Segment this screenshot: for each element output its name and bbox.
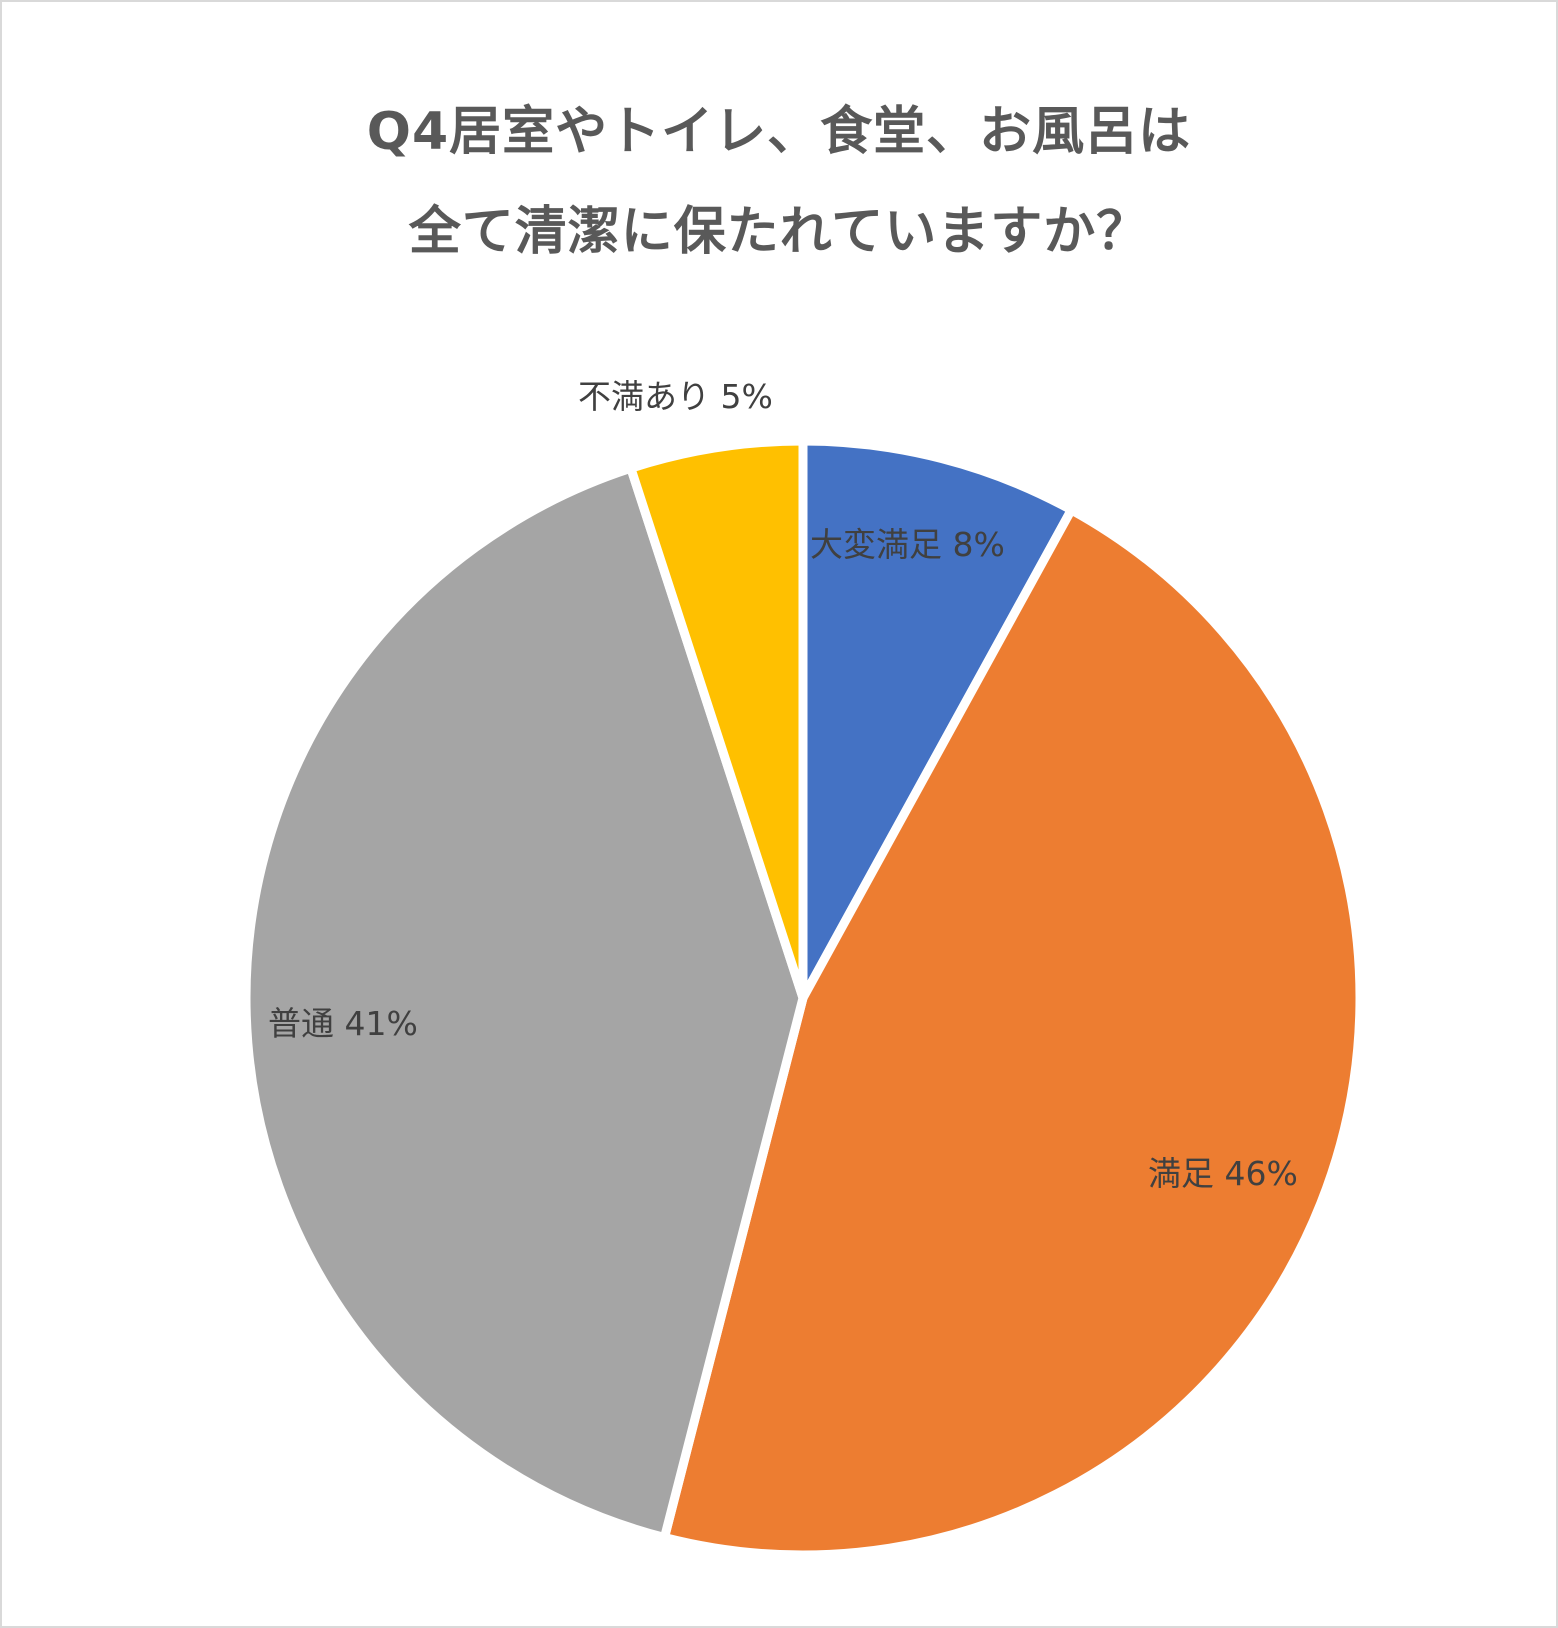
pie-slice-2 [659, 505, 1365, 1560]
slice-label-1: 大変満足 8% [810, 525, 1005, 564]
pie-slice-4 [626, 436, 808, 1003]
pie-slice-1 [798, 436, 1076, 1003]
pie-labels: 大変満足 8% 満足 46% 普通 41% 不満あり 5% [268, 377, 1298, 1193]
slice-label-3: 普通 41% [268, 1004, 418, 1043]
slice-label-2: 満足 46% [1148, 1154, 1298, 1193]
pie-slice-3 [241, 463, 808, 1542]
chart-title: Q4居室やトイレ、食堂、お風呂は 全て清潔に保たれていますか？ [0, 82, 1558, 282]
slice-label-4: 不満あり 5% [578, 377, 773, 416]
chart-title-line-2: 全て清潔に保たれていますか？ [408, 202, 1150, 262]
pie-slices [241, 436, 1365, 1560]
chart-title-line-1: Q4居室やトイレ、食堂、お風呂は [366, 102, 1192, 162]
